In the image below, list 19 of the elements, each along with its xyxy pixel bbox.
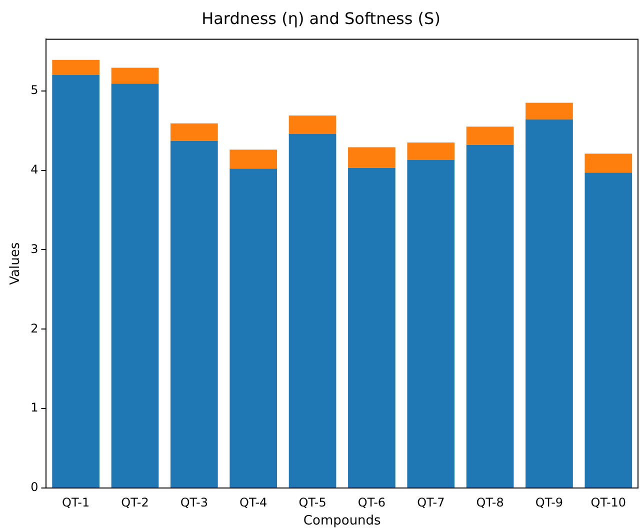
y-tick-label: 0 <box>30 480 38 494</box>
x-tick-label: QT-8 <box>476 495 504 510</box>
y-axis-title: Values <box>8 242 24 285</box>
x-tick-label: QT-7 <box>417 495 445 510</box>
x-tick-label: QT-10 <box>590 495 626 510</box>
x-tick-label: QT-1 <box>62 495 90 510</box>
y-tick-label: 3 <box>30 242 38 256</box>
x-tick-label: QT-2 <box>121 495 149 510</box>
y-tick-label: 2 <box>30 321 38 336</box>
y-tick-label: 1 <box>30 400 38 415</box>
x-tick-label: QT-9 <box>535 495 564 510</box>
y-tick-label: 5 <box>30 82 38 97</box>
x-tick-label: QT-3 <box>180 495 208 510</box>
x-tick-label: QT-4 <box>240 495 268 510</box>
x-tick-label: QT-6 <box>358 495 386 510</box>
chart-title: Hardness (η) and Softness (S) <box>202 8 440 28</box>
x-axis-title: Compounds <box>303 514 382 529</box>
y-tick-label: 4 <box>30 162 38 176</box>
x-tick-label: QT-5 <box>298 495 326 510</box>
